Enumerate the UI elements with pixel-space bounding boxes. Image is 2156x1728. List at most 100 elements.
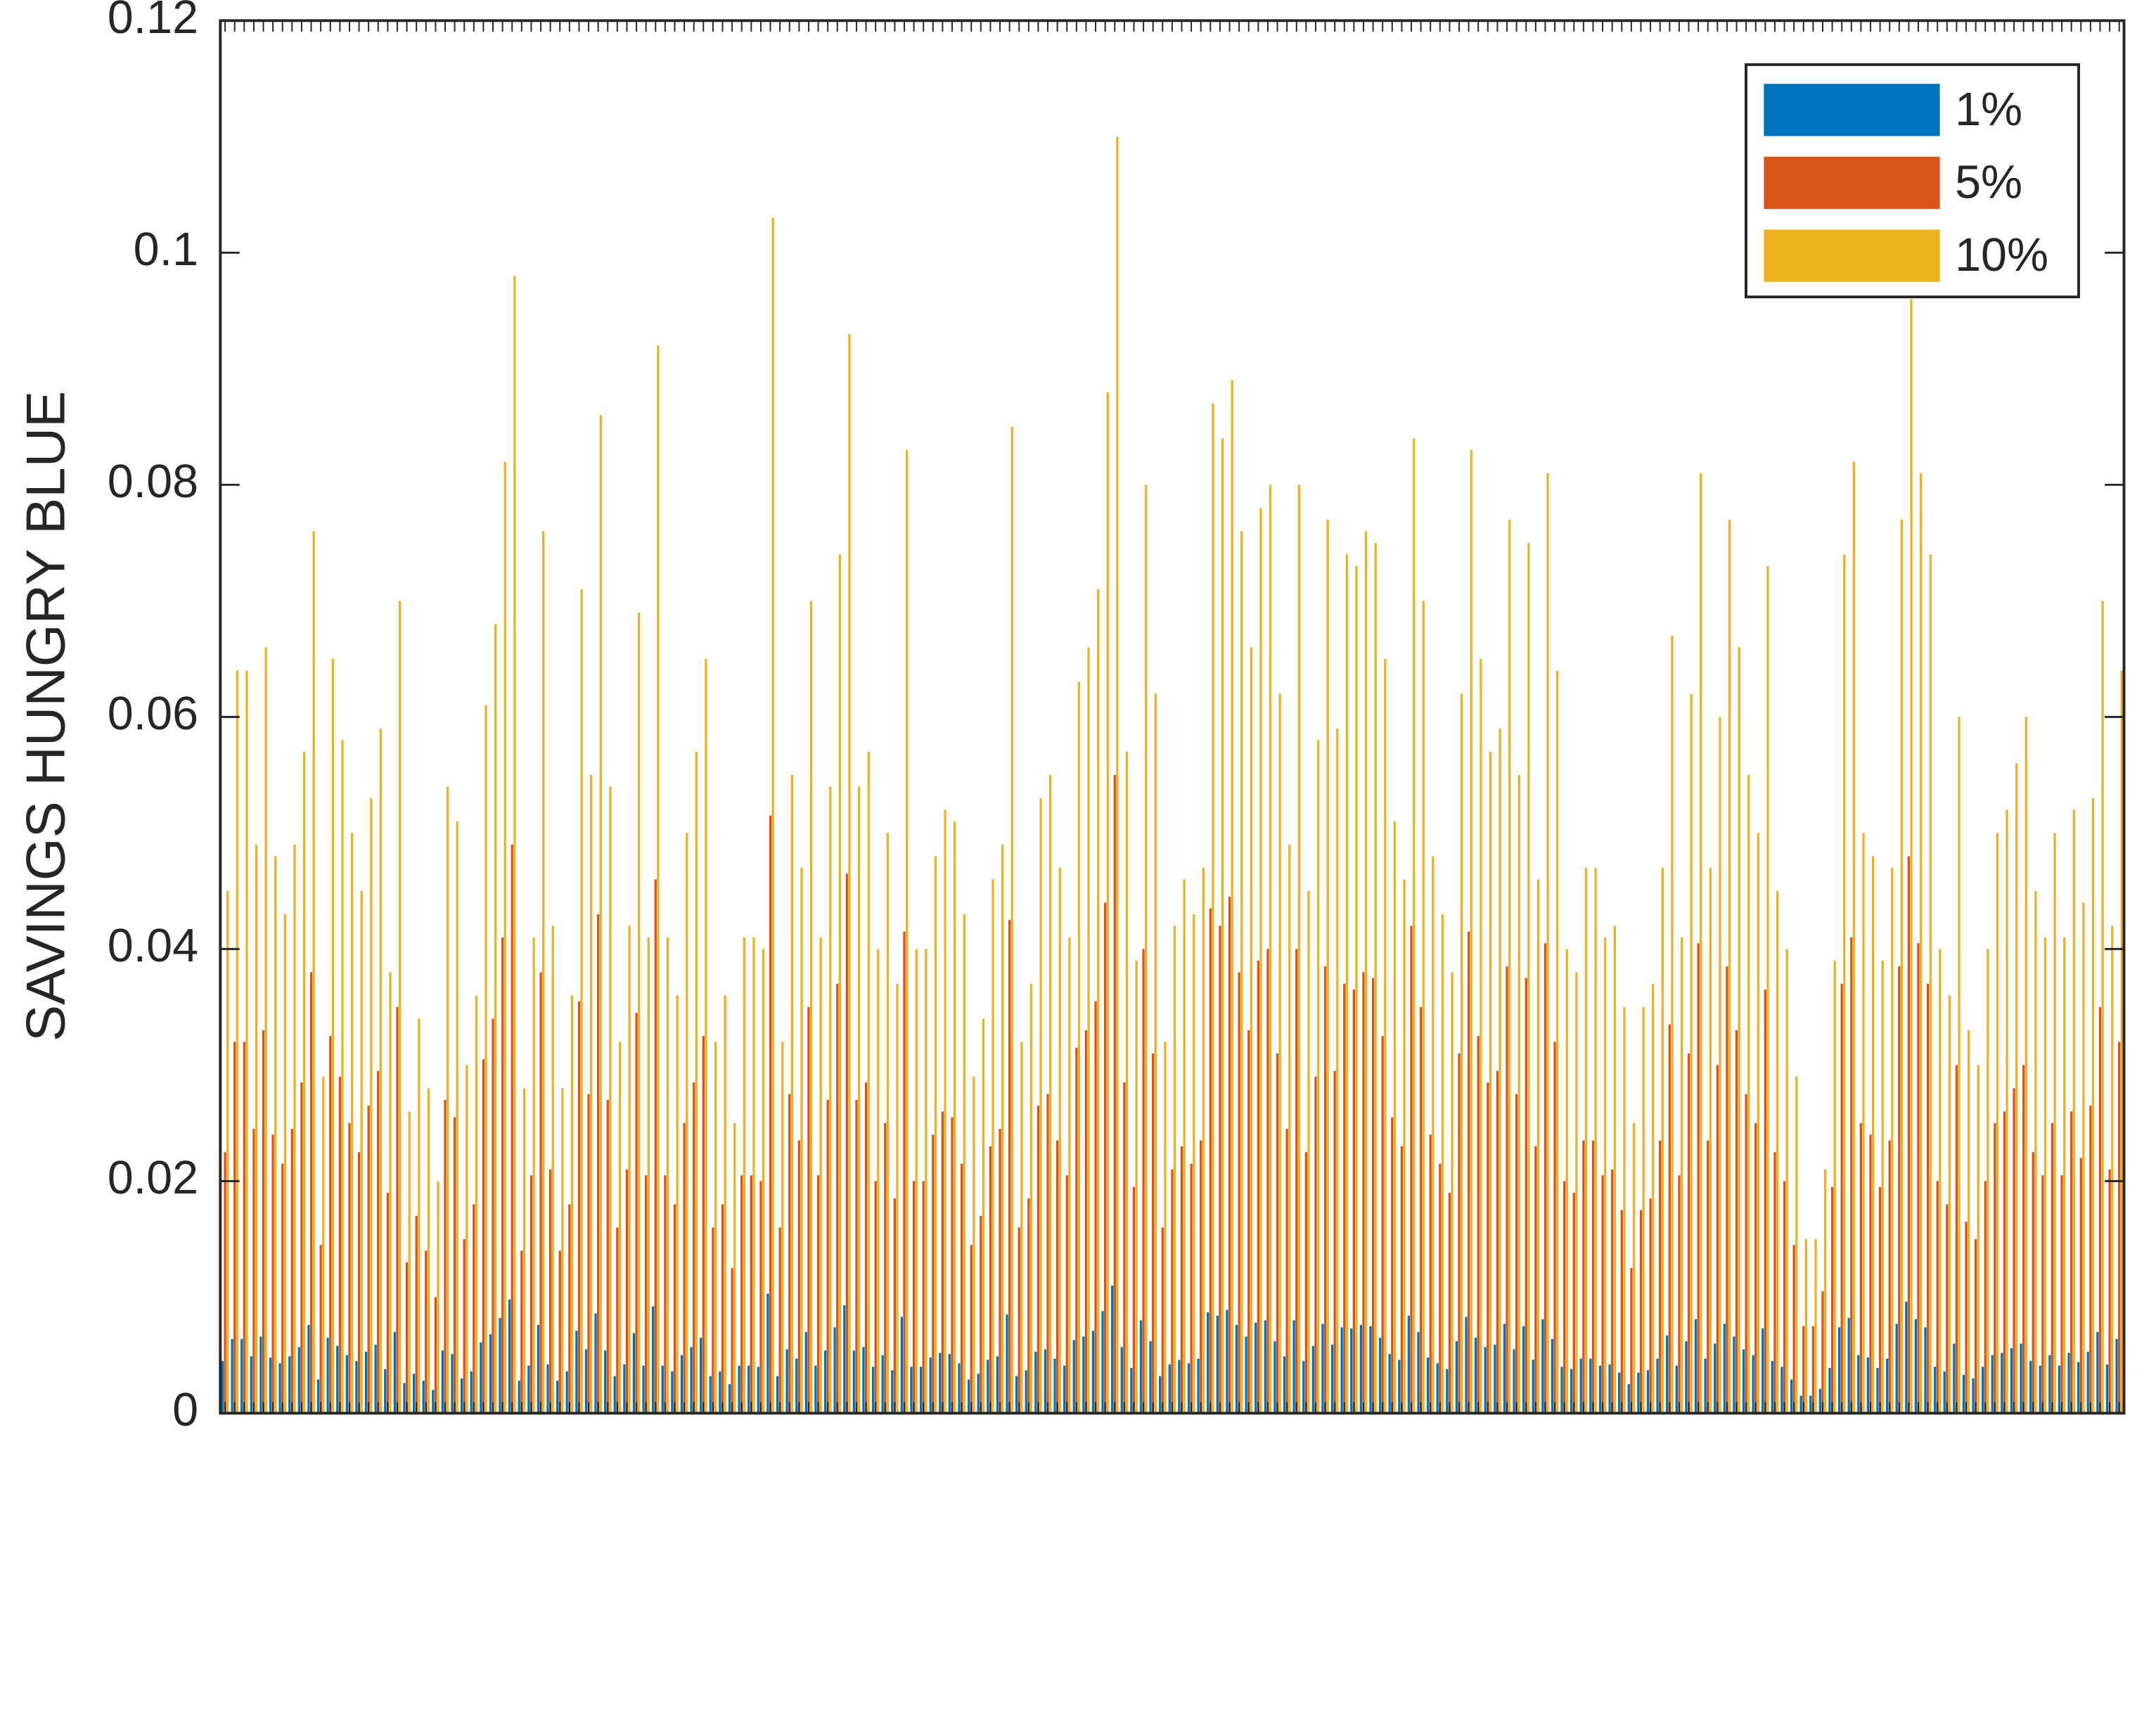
bar: [750, 1175, 752, 1414]
bar: [781, 1042, 784, 1414]
bar: [951, 1117, 954, 1414]
bar: [1403, 879, 1406, 1414]
bar: [1072, 1340, 1075, 1414]
bar: [1551, 1338, 1554, 1414]
bar: [603, 1350, 607, 1414]
bar: [1955, 1065, 1958, 1414]
bar: [1130, 1368, 1133, 1414]
bar: [925, 949, 928, 1414]
bar: [635, 1013, 638, 1414]
bar: [1933, 1367, 1937, 1414]
y-tick-label: 0.1: [134, 224, 198, 276]
bar: [319, 1245, 322, 1414]
y-tick-label: 0.12: [108, 0, 198, 44]
bar: [1292, 1320, 1295, 1414]
bar: [2039, 1365, 2041, 1414]
bar: [1776, 890, 1779, 1414]
bar: [1123, 1082, 1126, 1414]
bar: [1212, 403, 1214, 1414]
bar: [1247, 1030, 1250, 1414]
bar: [336, 1345, 339, 1414]
bar: [1448, 1192, 1451, 1414]
bar: [1575, 972, 1578, 1414]
bar: [1190, 1163, 1193, 1414]
bar: [905, 449, 909, 1414]
bar: [1278, 693, 1281, 1414]
bar: [1733, 1336, 1735, 1414]
bar: [1818, 1388, 1821, 1414]
bar: [1881, 960, 1884, 1414]
bar: [728, 1384, 731, 1414]
bar: [2115, 1338, 2118, 1414]
bar: [503, 461, 506, 1414]
bar: [1991, 1355, 1994, 1414]
bar: [300, 1082, 303, 1414]
bar: [616, 1227, 619, 1414]
bar: [1091, 1331, 1095, 1414]
bar: [233, 1042, 236, 1414]
bar: [1675, 1365, 1678, 1414]
bar: [1905, 1301, 1908, 1414]
bar: [221, 1361, 224, 1414]
bar: [355, 1361, 358, 1414]
bar: [1398, 1359, 1401, 1414]
bar: [485, 705, 487, 1414]
bar: [1773, 1152, 1776, 1414]
bar: [776, 1376, 779, 1414]
bar: [790, 774, 793, 1414]
bar: [551, 926, 554, 1414]
bar: [1087, 647, 1090, 1414]
bar: [377, 1070, 380, 1414]
bar: [980, 1215, 982, 1414]
bar: [1001, 844, 1004, 1414]
bar: [1441, 914, 1444, 1414]
bar: [676, 995, 679, 1414]
bar: [740, 1175, 743, 1414]
bar: [302, 751, 306, 1414]
bar: [1426, 1357, 1430, 1414]
bar: [561, 1088, 564, 1414]
bar: [1946, 1204, 1949, 1414]
bar: [661, 1365, 664, 1414]
bar: [2101, 601, 2104, 1414]
bar: [1049, 774, 1052, 1414]
bar: [1541, 1319, 1544, 1414]
bar: [520, 1250, 523, 1414]
bar: [367, 1106, 370, 1414]
bar: [1384, 658, 1387, 1414]
bar: [427, 1088, 430, 1414]
bar: [833, 1327, 836, 1414]
bar: [1560, 1367, 1563, 1414]
bar: [814, 1365, 817, 1414]
bar: [1639, 1210, 1643, 1414]
bar: [1288, 844, 1291, 1414]
bar: [1240, 531, 1243, 1414]
bar: [1536, 879, 1540, 1414]
bar: [329, 1036, 332, 1414]
bar: [1154, 693, 1157, 1414]
bar: [1209, 908, 1212, 1414]
bar: [570, 995, 574, 1414]
bar: [1039, 798, 1042, 1414]
bar: [1532, 1359, 1534, 1414]
bar: [326, 1338, 329, 1414]
bar: [2003, 1111, 2006, 1414]
bar: [1487, 1082, 1489, 1414]
bar: [345, 1355, 348, 1414]
bar: [766, 1293, 769, 1414]
bar: [1604, 937, 1607, 1414]
bar: [992, 879, 994, 1414]
bar: [558, 1250, 561, 1414]
bar: [1304, 1152, 1307, 1414]
bar: [1637, 1372, 1640, 1414]
bar: [1563, 1181, 1566, 1414]
bar: [1837, 1327, 1841, 1414]
bar: [1891, 867, 1894, 1414]
bar: [1611, 1169, 1614, 1414]
bar: [1113, 774, 1116, 1414]
bar: [1570, 1369, 1573, 1414]
bar: [307, 1324, 310, 1414]
bar: [1142, 949, 1145, 1414]
bar: [1314, 1076, 1317, 1414]
bar: [480, 1342, 482, 1414]
